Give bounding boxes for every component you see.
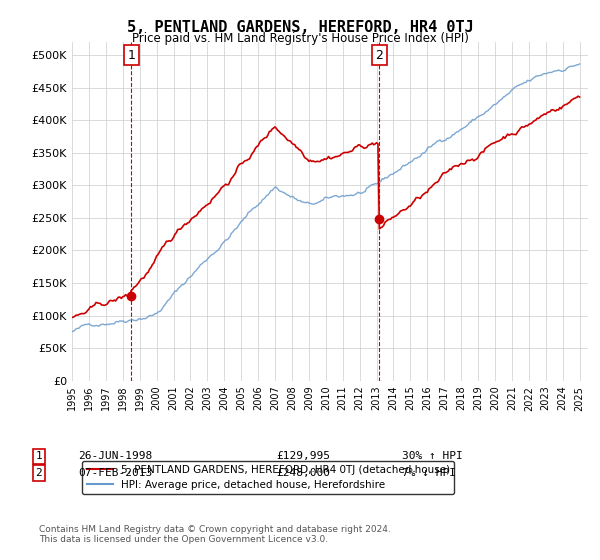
Text: 30% ↑ HPI: 30% ↑ HPI [402, 451, 463, 461]
Text: 2: 2 [376, 49, 383, 62]
Text: Contains HM Land Registry data © Crown copyright and database right 2024.
This d: Contains HM Land Registry data © Crown c… [39, 525, 391, 544]
Text: 2: 2 [35, 468, 43, 478]
Text: 7% ↓ HPI: 7% ↓ HPI [402, 468, 456, 478]
Text: 5, PENTLAND GARDENS, HEREFORD, HR4 0TJ: 5, PENTLAND GARDENS, HEREFORD, HR4 0TJ [127, 20, 473, 35]
Text: £129,995: £129,995 [276, 451, 330, 461]
Text: 07-FEB-2013: 07-FEB-2013 [78, 468, 152, 478]
Text: 26-JUN-1998: 26-JUN-1998 [78, 451, 152, 461]
Text: £248,000: £248,000 [276, 468, 330, 478]
Text: 1: 1 [127, 49, 135, 62]
Legend: 5, PENTLAND GARDENS, HEREFORD, HR4 0TJ (detached house), HPI: Average price, det: 5, PENTLAND GARDENS, HEREFORD, HR4 0TJ (… [82, 460, 454, 494]
Text: Price paid vs. HM Land Registry's House Price Index (HPI): Price paid vs. HM Land Registry's House … [131, 32, 469, 45]
Text: 1: 1 [35, 451, 43, 461]
